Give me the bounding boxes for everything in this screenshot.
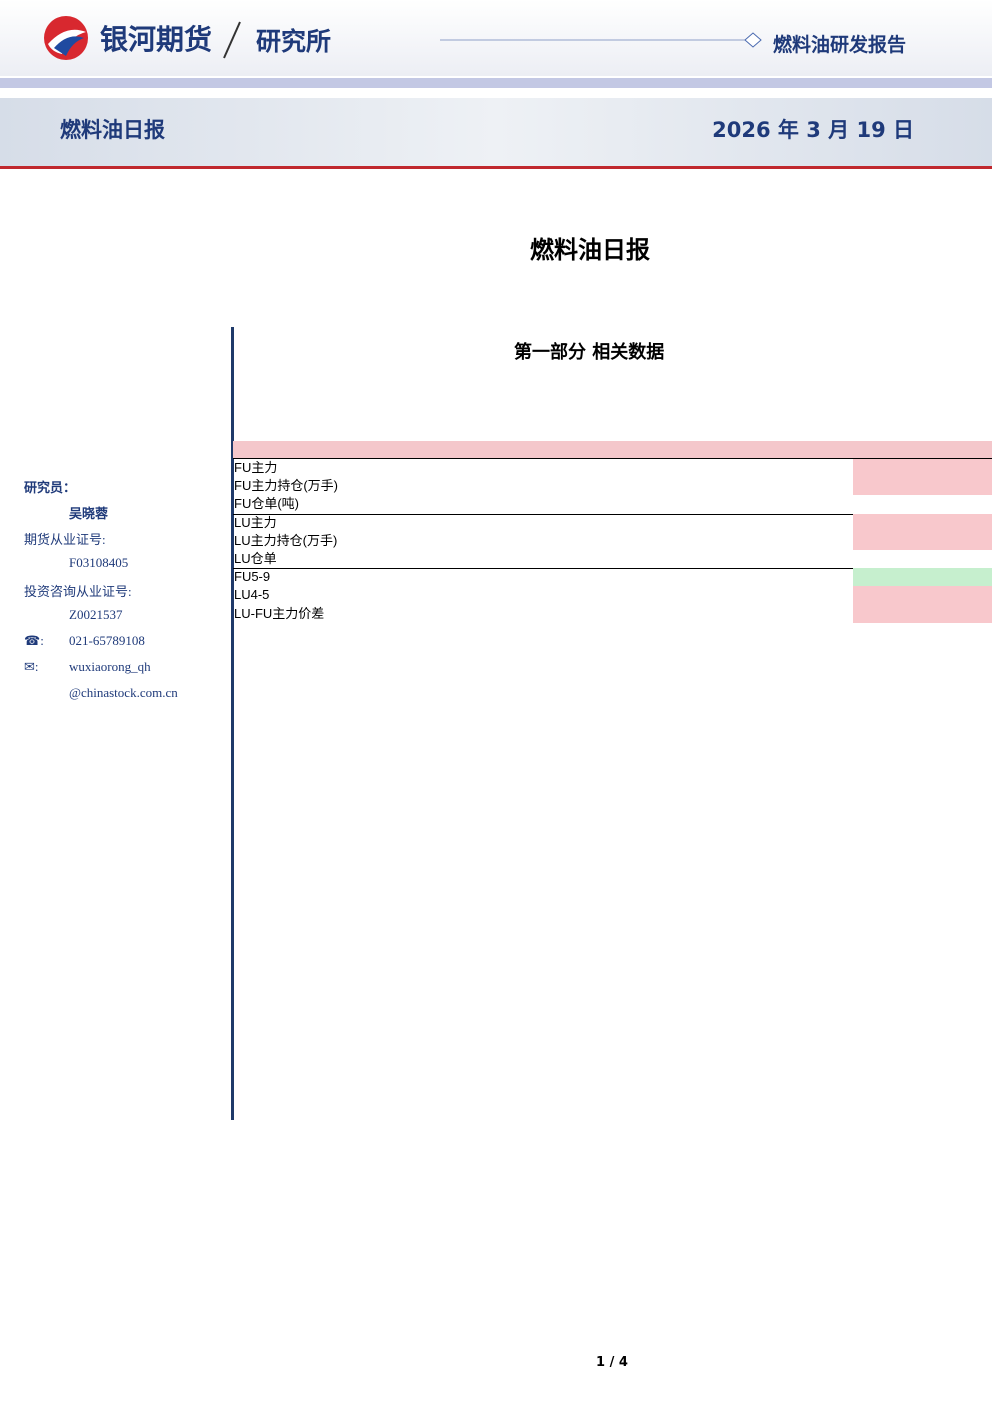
header-row-bg	[233, 441, 992, 458]
row-label: FU主力	[234, 460, 278, 475]
page-number: 1 / 4	[596, 1355, 628, 1370]
label: ✉:	[24, 659, 39, 674]
value: Z0021537	[69, 607, 123, 622]
report-type: 燃料油研发报告	[773, 34, 907, 56]
row-label: FU主力持仓(万手)	[234, 478, 338, 494]
row-label: LU主力持仓(万手)	[234, 532, 338, 548]
label: 期货从业证号:	[24, 532, 106, 547]
delta-bg	[853, 586, 992, 605]
stripe	[0, 78, 992, 88]
value: @chinastock.com.cn	[69, 685, 178, 700]
delta-bg	[853, 513, 992, 532]
row-label: LU主力	[234, 514, 277, 530]
row-label: FU5-9	[234, 569, 271, 585]
value: F03108405	[69, 555, 129, 570]
department: 研究所	[256, 27, 332, 56]
divider	[231, 327, 234, 1120]
delta-bg	[853, 477, 992, 496]
header-rule	[440, 32, 762, 48]
row-label: LU仓单	[234, 551, 277, 566]
delta-bg	[853, 550, 992, 569]
value: wuxiaorong_qh	[69, 659, 151, 674]
label: ☎:	[24, 633, 44, 648]
delta-bg	[853, 604, 992, 623]
slash	[223, 21, 241, 59]
delta-bg	[853, 495, 992, 514]
header-rule	[233, 458, 992, 459]
section-title: 第一部分 相关数据	[514, 342, 665, 363]
value: 021-65789108	[69, 633, 145, 648]
row-rule	[233, 513, 992, 515]
delta-bg	[853, 531, 992, 550]
row-label: FU仓单(吨)	[234, 496, 299, 512]
banner-date: 2026 年 3 月 19 日	[712, 118, 914, 142]
name: 吴晓蓉	[69, 506, 109, 521]
banner-title: 燃料油日报	[60, 118, 165, 142]
delta-bg	[853, 459, 992, 478]
row-rule	[233, 568, 992, 570]
banner	[0, 98, 992, 169]
header-bar	[0, 0, 992, 76]
doc-title: 燃料油日报	[530, 236, 650, 264]
delta-bg	[853, 568, 992, 587]
label: 投资咨询从业证号:	[24, 584, 132, 599]
role: 研究员：	[24, 480, 77, 495]
row-label: LU-FU主力价差	[234, 605, 325, 621]
row-label: LU4-5	[234, 587, 270, 603]
brand: 银河期货	[100, 23, 213, 56]
logo-icon	[44, 16, 88, 60]
